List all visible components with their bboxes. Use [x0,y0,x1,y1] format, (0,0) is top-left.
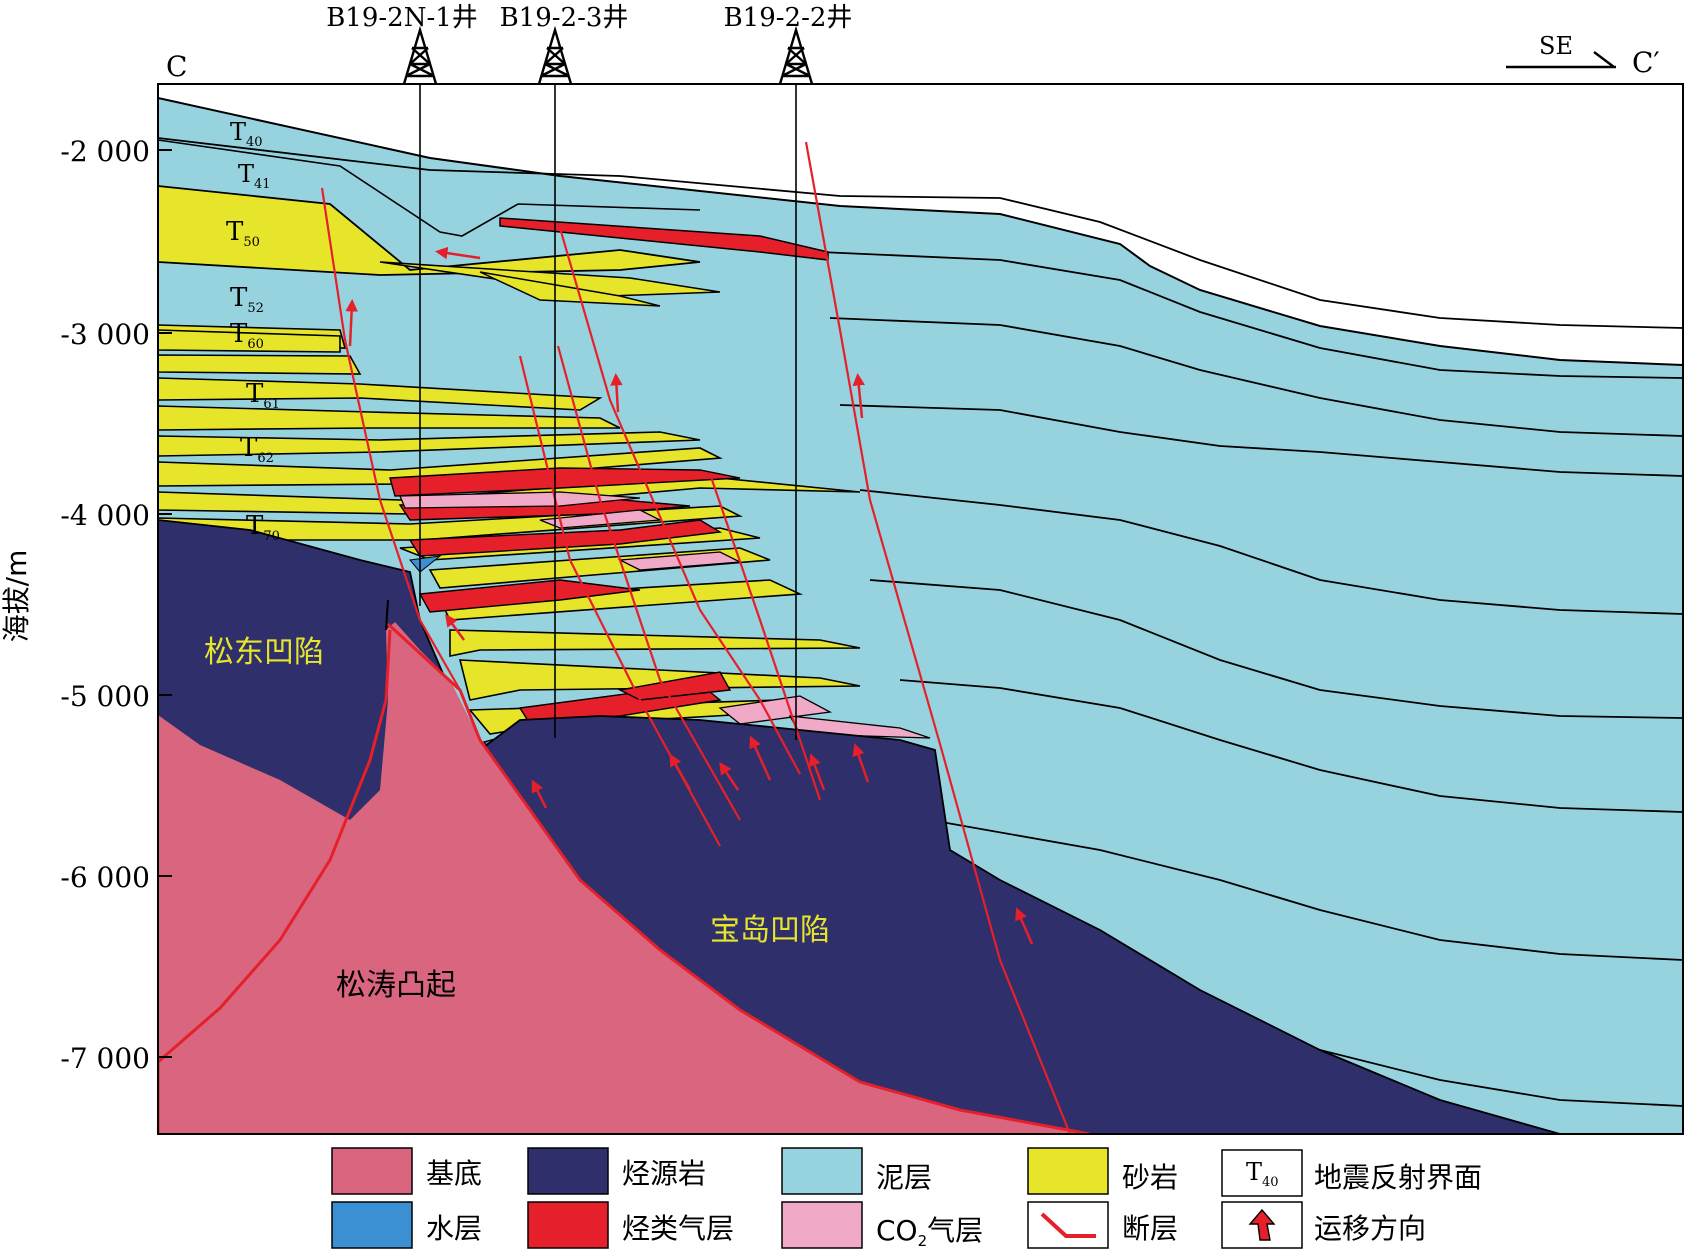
legend-label: 运移方向 [1314,1212,1426,1245]
well-label: B19-2N-1井 [326,3,478,33]
t41-horizon [158,139,701,237]
migration-arrow [435,246,481,260]
horizon-label: T61 [246,379,280,412]
direction-arrow-icon [1506,51,1616,69]
fault-5 [708,473,822,801]
legend-label: 水层 [426,1212,482,1245]
legend-swatch-basement [331,1147,413,1195]
legend-label: 泥层 [876,1161,932,1194]
horizon-label: T52 [230,283,264,316]
section-body [158,84,1683,1134]
legend-label-co2: CO2气层 [876,1214,983,1250]
y-tick-label: -7 000 [60,1042,150,1075]
legend-swatch-co2-gas [781,1201,863,1249]
frame [157,83,1684,1135]
migration-arrow [749,735,772,781]
migration-arrows [345,246,1034,945]
migration-arrow [808,753,826,791]
legend-label: 砂岩 [1122,1161,1178,1194]
legend-swatch-hydrocarbon-gas [527,1201,609,1249]
migration-arrow-icon [1248,1208,1276,1241]
y-tick-label: -2 000 [60,135,150,168]
well-label: B19-2-3井 [500,3,629,33]
fault-line-icon [1040,1212,1096,1238]
horizon-label: T50 [226,217,260,250]
migration-arrow [1015,907,1034,945]
legend-swatch-fault [1027,1201,1109,1249]
horizon-label: T40 [230,118,263,150]
horizon-label: T60 [230,319,264,352]
legend-swatch-sandstone [1027,1147,1109,1195]
y-tick-label: -5 000 [60,680,150,713]
faults [320,141,1072,1134]
migration-arrow [669,753,692,791]
fault-6 [804,141,1072,1134]
basement [158,622,1090,1134]
horizon-labels: T40 T41 T50 T52 T60 T61 T62 T70 [226,118,280,544]
horizon-label: T70 [246,511,280,544]
migration-arrow [852,743,870,783]
region-baodao: 宝岛凹陷 [710,913,830,948]
section-start-label: C [166,50,187,83]
y-axis: -2 000 -3 000 -4 000 -5 000 -6 000 -7 00… [0,135,172,1075]
migration-arrow [719,761,740,791]
derrick-icon [537,25,573,85]
horizon-label: T41 [238,160,271,192]
well-derricks [402,25,814,85]
legend: 基底 烃源岩 泥层 砂岩 T40 地震反射界面 水层 烃类气层 CO2气层 断层… [331,1147,1482,1250]
sand-t50-lens-2 [479,271,661,307]
legend-label: 地震反射界面 [1314,1161,1482,1194]
derrick-icon [778,25,814,85]
migration-arrow [531,779,548,809]
horizon-label: T62 [240,433,274,466]
legend-label: 烃类气层 [622,1212,734,1245]
y-tick-label: -4 000 [60,499,150,532]
legend-label: 烃源岩 [622,1157,706,1190]
fault-4 [558,227,801,775]
region-songtao: 松涛凸起 [336,968,456,1003]
legend-swatch-mudstone [781,1147,863,1195]
sand-t50 [158,185,701,276]
legend-label: 断层 [1122,1212,1178,1245]
legend-swatch-reflector [1221,1149,1303,1197]
fault-3 [556,345,741,821]
y-axis-title: 海拔/m [0,550,33,643]
well-label: B19-2-2井 [724,3,853,33]
y-tick-label: -3 000 [60,318,150,351]
legend-label: 基底 [426,1157,482,1190]
migration-arrow [852,373,865,419]
legend-reflector-sample: T40 [1246,1158,1279,1190]
direction-label: SE [1539,32,1573,60]
migration-arrow [345,299,358,347]
water-lens [409,555,442,573]
migration-arrow [445,613,466,641]
legend-swatch-water [331,1201,413,1249]
basement-fault-left [158,629,392,1064]
fault-1 [320,187,461,691]
section-end-label: C′ [1632,46,1660,79]
sand-upper [158,329,341,353]
region-songdong: 松东凹陷 [204,635,324,670]
well-traces [419,84,797,740]
legend-swatch-source-rock [527,1147,609,1195]
basement-boundary [386,622,1091,1134]
y-tick-label: -6 000 [60,861,150,894]
derrick-icon [402,25,438,85]
migration-arrow [610,373,623,413]
